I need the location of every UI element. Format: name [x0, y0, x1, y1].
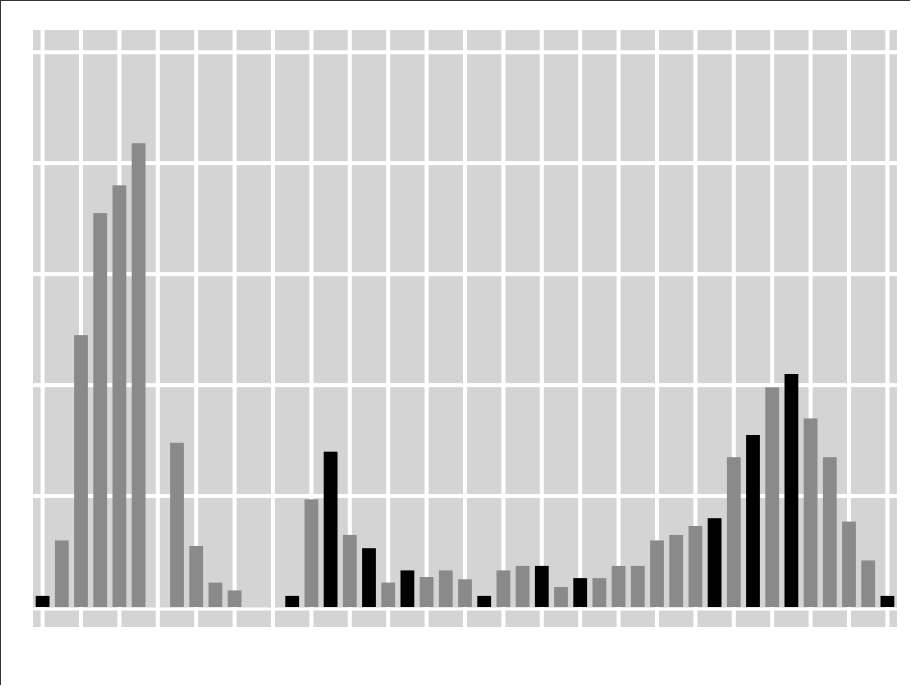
bar-42 [822, 457, 837, 607]
bar-4 [93, 213, 108, 607]
bar-2 [54, 540, 69, 607]
bar-25 [496, 570, 511, 607]
bar-19 [381, 582, 396, 607]
bar-10 [208, 582, 223, 607]
bar-30 [592, 578, 607, 607]
bar-22 [438, 570, 453, 607]
bar-18 [362, 548, 376, 607]
bar-35 [688, 526, 703, 607]
bar-37 [726, 457, 741, 607]
bar-40 [784, 374, 799, 607]
bar-24 [477, 595, 492, 607]
bar-32 [630, 565, 645, 607]
bar-17 [342, 534, 357, 607]
bar-20 [400, 570, 415, 607]
bar-38 [746, 435, 760, 607]
bar-44 [861, 560, 876, 607]
bar-36 [707, 518, 722, 607]
bar-45 [880, 595, 895, 607]
bar-21 [419, 577, 434, 607]
bar-8 [170, 442, 184, 607]
bar-16 [323, 451, 338, 607]
bar-3 [74, 335, 88, 607]
bar-23 [458, 579, 472, 607]
bar-33 [650, 540, 664, 607]
bars [35, 143, 895, 608]
bar-9 [189, 546, 204, 607]
bar-1 [35, 595, 50, 607]
bar-31 [611, 565, 626, 607]
bar-27 [534, 565, 549, 607]
bar-41 [803, 418, 818, 607]
bar-15 [304, 499, 319, 607]
bar-43 [842, 521, 856, 607]
bar-28 [554, 587, 568, 607]
bar-14 [285, 595, 300, 607]
bar-6 [131, 143, 146, 607]
bar-39 [765, 387, 780, 607]
bar-29 [573, 578, 588, 607]
bar-34 [669, 534, 684, 607]
bar-5 [112, 185, 127, 608]
bar-26 [515, 565, 530, 607]
bar-11 [227, 590, 242, 607]
